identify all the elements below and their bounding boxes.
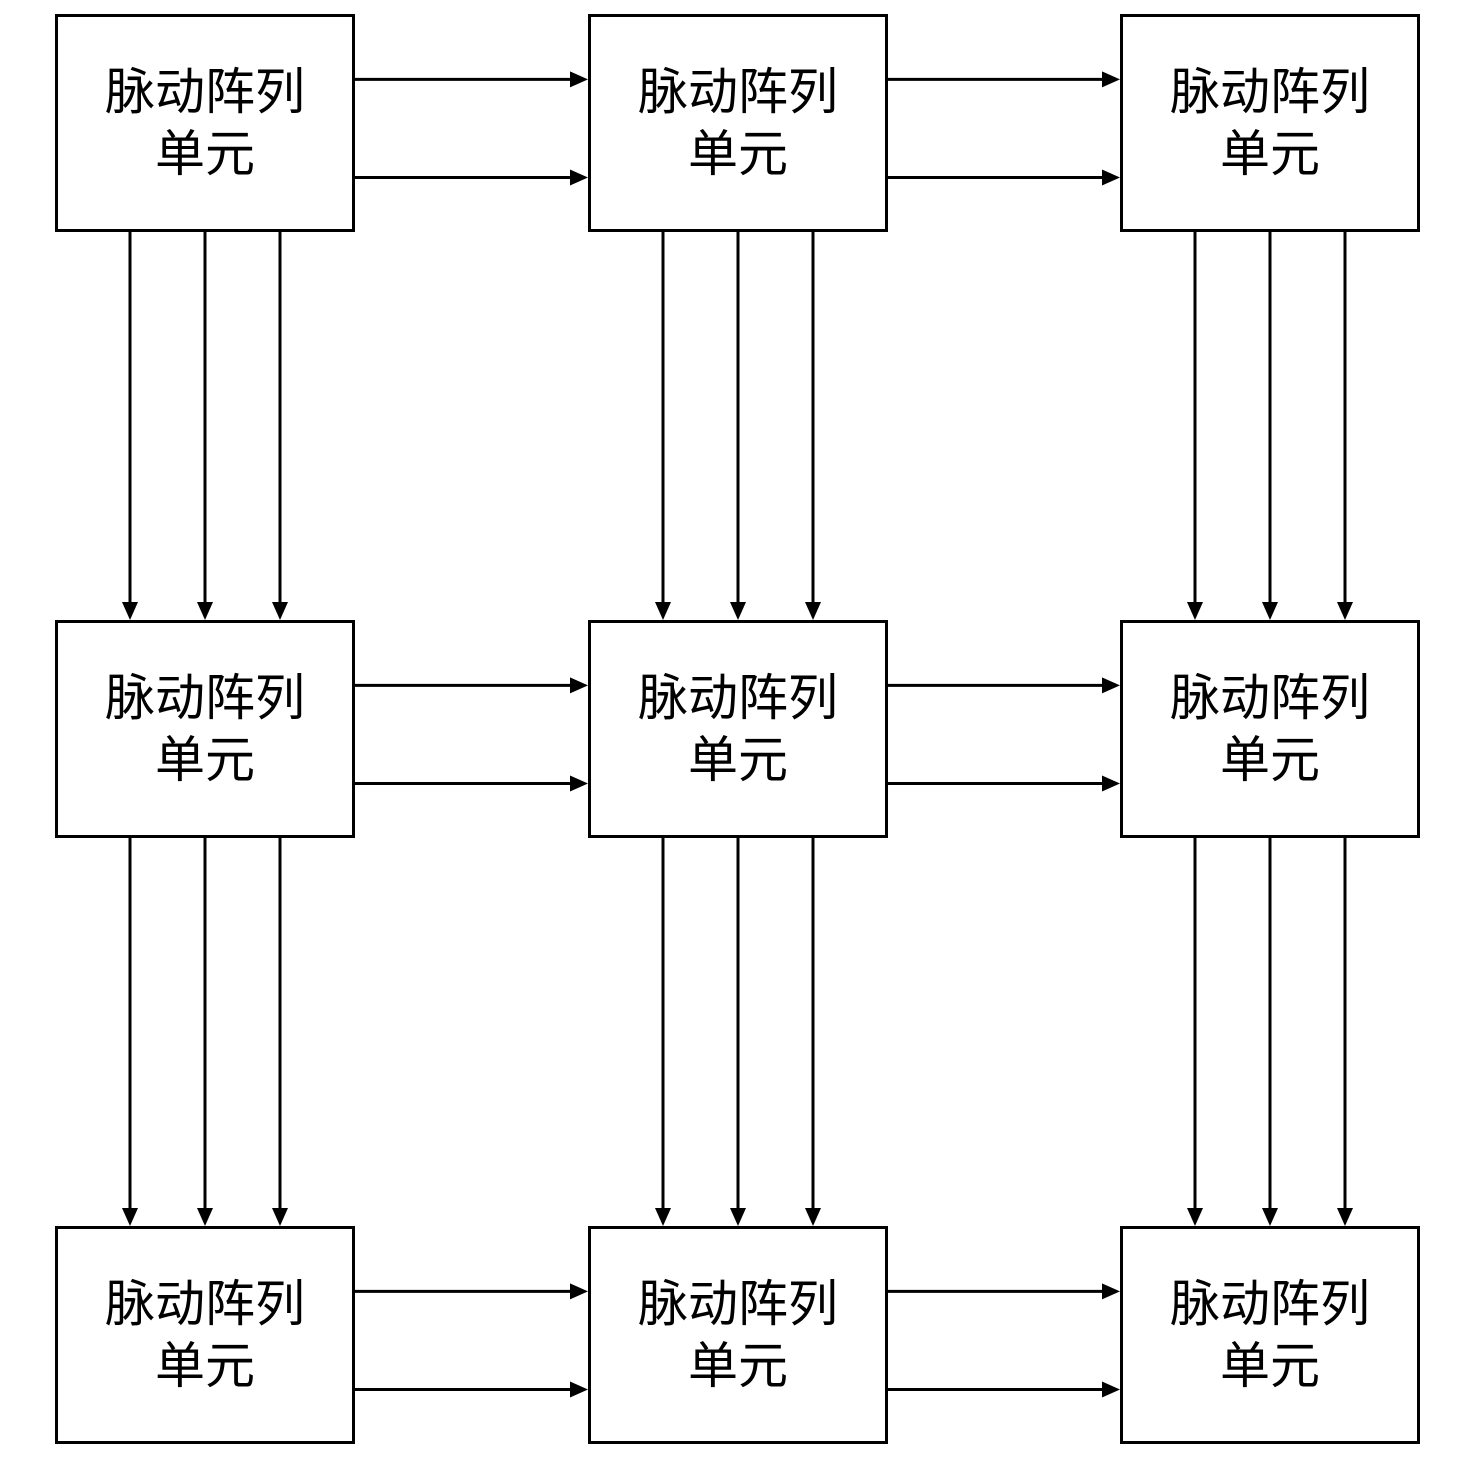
arrow-h-n10-n11-1-head [570,776,588,792]
systolic-cell-2-1: 脉动阵列单元 [588,1226,888,1444]
cell-label-line1: 脉动阵列 [105,667,305,730]
cell-label: 脉动阵列单元 [1170,1273,1370,1398]
cell-label: 脉动阵列单元 [638,1273,838,1398]
cell-label-line2: 单元 [1170,1335,1370,1398]
arrow-v-n02-n12-1-head [1262,602,1278,620]
cell-label-line2: 单元 [105,729,305,792]
cell-label-line1: 脉动阵列 [105,61,305,124]
cell-label: 脉动阵列单元 [638,667,838,792]
cell-label: 脉动阵列单元 [638,61,838,186]
cell-label: 脉动阵列单元 [105,667,305,792]
cell-label-line2: 单元 [105,123,305,186]
cell-label-line2: 单元 [105,1335,305,1398]
systolic-cell-2-0: 脉动阵列单元 [55,1226,355,1444]
arrow-h-n01-n02-1-head [1102,170,1120,186]
arrow-h-n10-n11-0-head [570,677,588,693]
cell-label-line1: 脉动阵列 [638,61,838,124]
arrow-h-n20-n21-0-head [570,1283,588,1299]
systolic-cell-2-2: 脉动阵列单元 [1120,1226,1420,1444]
cell-label-line2: 单元 [638,729,838,792]
arrow-h-n21-n22-0-head [1102,1283,1120,1299]
arrow-v-n00-n10-2-head [272,602,288,620]
arrow-h-n11-n12-0-head [1102,677,1120,693]
arrow-v-n12-n22-0-head [1187,1208,1203,1226]
arrow-v-n11-n21-2-head [805,1208,821,1226]
systolic-array-diagram: 脉动阵列单元脉动阵列单元脉动阵列单元脉动阵列单元脉动阵列单元脉动阵列单元脉动阵列… [0,0,1475,1473]
arrow-h-n11-n12-1-head [1102,776,1120,792]
systolic-cell-0-2: 脉动阵列单元 [1120,14,1420,232]
arrow-h-n21-n22-1-head [1102,1382,1120,1398]
arrow-v-n02-n12-2-head [1337,602,1353,620]
arrow-h-n00-n01-0-head [570,71,588,87]
arrow-v-n12-n22-2-head [1337,1208,1353,1226]
cell-label-line1: 脉动阵列 [1170,667,1370,730]
arrow-v-n01-n11-0-head [655,602,671,620]
arrow-v-n12-n22-1-head [1262,1208,1278,1226]
arrow-v-n02-n12-0-head [1187,602,1203,620]
cell-label-line1: 脉动阵列 [638,667,838,730]
cell-label: 脉动阵列单元 [105,1273,305,1398]
systolic-cell-1-0: 脉动阵列单元 [55,620,355,838]
cell-label-line1: 脉动阵列 [638,1273,838,1336]
arrow-v-n01-n11-2-head [805,602,821,620]
cell-label: 脉动阵列单元 [1170,61,1370,186]
arrow-h-n00-n01-1-head [570,170,588,186]
arrow-v-n10-n20-1-head [197,1208,213,1226]
arrow-v-n10-n20-2-head [272,1208,288,1226]
cell-label-line2: 单元 [1170,729,1370,792]
cell-label-line2: 单元 [638,123,838,186]
arrow-h-n20-n21-1-head [570,1382,588,1398]
cell-label: 脉动阵列单元 [1170,667,1370,792]
cell-label-line2: 单元 [638,1335,838,1398]
systolic-cell-1-2: 脉动阵列单元 [1120,620,1420,838]
arrow-v-n01-n11-1-head [730,602,746,620]
arrow-v-n10-n20-0-head [122,1208,138,1226]
systolic-cell-0-1: 脉动阵列单元 [588,14,888,232]
cell-label-line1: 脉动阵列 [1170,1273,1370,1336]
cell-label-line1: 脉动阵列 [105,1273,305,1336]
systolic-cell-0-0: 脉动阵列单元 [55,14,355,232]
arrow-v-n00-n10-0-head [122,602,138,620]
cell-label-line1: 脉动阵列 [1170,61,1370,124]
arrow-h-n01-n02-0-head [1102,71,1120,87]
cell-label-line2: 单元 [1170,123,1370,186]
arrow-v-n00-n10-1-head [197,602,213,620]
arrow-v-n11-n21-1-head [730,1208,746,1226]
arrow-v-n11-n21-0-head [655,1208,671,1226]
systolic-cell-1-1: 脉动阵列单元 [588,620,888,838]
cell-label: 脉动阵列单元 [105,61,305,186]
